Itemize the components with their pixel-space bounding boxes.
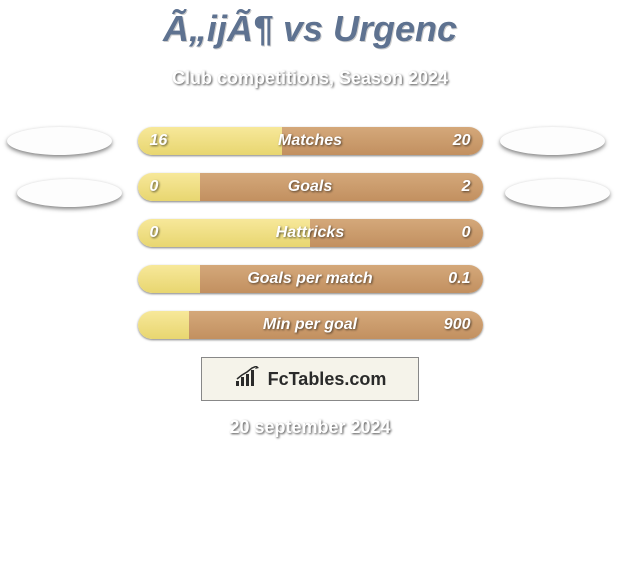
stat-row-matches: 16 Matches 20 [138, 127, 483, 155]
stat-row-min-per-goal: Min per goal 900 [138, 311, 483, 339]
stat-value-right: 0 [462, 219, 471, 247]
stat-label: Goals [138, 173, 483, 201]
stat-label: Goals per match [138, 265, 483, 293]
stat-value-right: 900 [444, 311, 471, 339]
logo-text: FcTables.com [268, 369, 387, 390]
stats-area: 16 Matches 20 0 Goals 2 0 Hattricks 0 [0, 127, 620, 438]
player-right-badge-2 [505, 179, 610, 207]
subtitle: Club competitions, Season 2024 [0, 68, 620, 89]
date-label: 20 september 2024 [0, 417, 620, 438]
stat-value-right: 0.1 [448, 265, 470, 293]
player-right-badge-1 [500, 127, 605, 155]
stat-row-goals-per-match: Goals per match 0.1 [138, 265, 483, 293]
stat-value-right: 20 [453, 127, 471, 155]
chart-icon [234, 366, 262, 393]
page-title: Ã„ijÃ¶ vs Urgenc [0, 0, 620, 50]
stat-row-hattricks: 0 Hattricks 0 [138, 219, 483, 247]
stat-value-right: 2 [462, 173, 471, 201]
player-left-badge-1 [7, 127, 112, 155]
stat-row-goals: 0 Goals 2 [138, 173, 483, 201]
comparison-infographic: Ã„ijÃ¶ vs Urgenc Club competitions, Seas… [0, 0, 620, 438]
player-left-badge-2 [17, 179, 122, 207]
stat-label: Hattricks [138, 219, 483, 247]
stat-label: Min per goal [138, 311, 483, 339]
stat-label: Matches [138, 127, 483, 155]
fctables-logo[interactable]: FcTables.com [201, 357, 419, 401]
